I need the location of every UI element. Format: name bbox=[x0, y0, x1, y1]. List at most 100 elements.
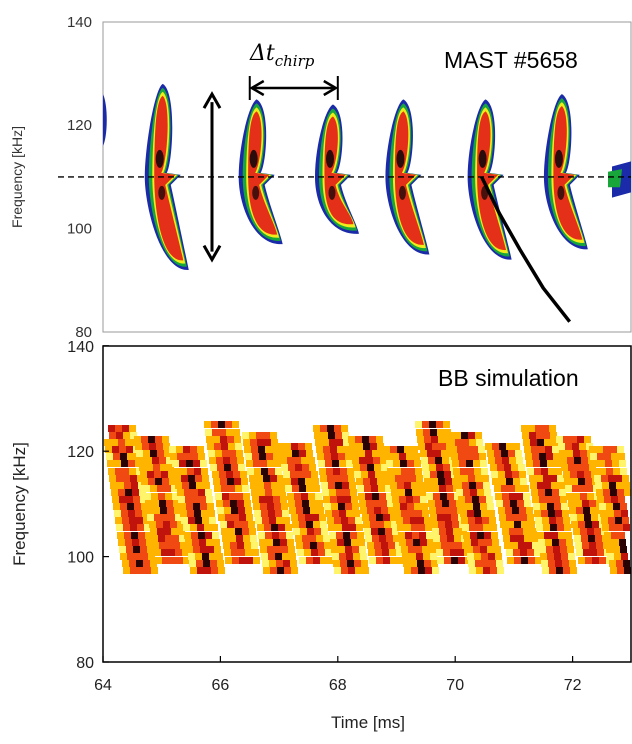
bottom-cell bbox=[271, 524, 278, 531]
bottom-cell bbox=[285, 524, 292, 531]
bottom-cell bbox=[324, 503, 331, 510]
bottom-cell bbox=[538, 489, 545, 496]
bottom-cell bbox=[141, 553, 148, 560]
bottom-cell bbox=[278, 524, 285, 531]
bottom-cell bbox=[551, 482, 558, 489]
bottom-cell bbox=[564, 524, 571, 531]
bottom-cell bbox=[146, 539, 153, 546]
bottom-cell bbox=[547, 553, 554, 560]
bottom-cell bbox=[269, 560, 276, 567]
bottom-cell bbox=[205, 429, 212, 436]
bottom-cell bbox=[609, 482, 616, 489]
bottom-cell bbox=[568, 500, 575, 507]
bottom-cell bbox=[158, 535, 165, 542]
bottom-cell bbox=[430, 429, 437, 436]
bottom-cell bbox=[488, 457, 495, 464]
bottom-cell bbox=[318, 549, 325, 556]
bottom-cell bbox=[280, 539, 287, 546]
bottom-cell bbox=[473, 460, 480, 467]
bottom-cell bbox=[150, 528, 157, 535]
bottom-cell bbox=[356, 524, 363, 531]
bottom-cell bbox=[291, 514, 298, 521]
bottom-cell bbox=[335, 524, 342, 531]
bottom-cell bbox=[532, 542, 539, 549]
bottom-cell bbox=[197, 567, 204, 574]
bottom-cell bbox=[443, 421, 450, 428]
bottom-cell bbox=[432, 485, 439, 492]
bottom-cell bbox=[224, 464, 231, 471]
bottom-cell bbox=[249, 475, 256, 482]
bottom-cell bbox=[301, 493, 308, 500]
bottom-cell bbox=[474, 468, 481, 475]
bottom-cell bbox=[209, 457, 216, 464]
bottom-cell bbox=[519, 507, 526, 514]
bottom-cell bbox=[554, 553, 561, 560]
bottom-cell bbox=[437, 471, 444, 478]
bottom-cell bbox=[397, 482, 404, 489]
bottom-cell bbox=[612, 460, 619, 467]
bottom-cell bbox=[424, 436, 431, 443]
bottom-cell bbox=[412, 489, 419, 496]
bottom-cell bbox=[239, 514, 246, 521]
bottom-cell bbox=[283, 517, 290, 524]
bottom-cell bbox=[217, 464, 224, 471]
top-y-tick-100: 100 bbox=[67, 221, 92, 238]
bottom-cell bbox=[561, 553, 568, 560]
bottom-cell bbox=[614, 553, 621, 560]
bottom-cell bbox=[404, 567, 411, 574]
bottom-cell bbox=[395, 475, 402, 482]
bottom-cell bbox=[191, 453, 198, 460]
bottom-cell bbox=[530, 439, 537, 446]
bottom-cell bbox=[553, 453, 560, 460]
bottom-cell bbox=[524, 446, 531, 453]
bottom-cell bbox=[245, 507, 252, 514]
bottom-cell bbox=[589, 446, 596, 453]
bottom-cell bbox=[355, 436, 362, 443]
bottom-cell bbox=[355, 517, 362, 524]
bottom-cell bbox=[590, 507, 597, 514]
bottom-cell bbox=[184, 532, 191, 539]
bottom-cell bbox=[112, 496, 119, 503]
bottom-cell bbox=[424, 560, 431, 567]
bottom-cell bbox=[351, 539, 358, 546]
bottom-cell bbox=[441, 542, 448, 549]
bottom-cell bbox=[382, 549, 389, 556]
bottom-cell bbox=[363, 478, 370, 485]
bottom-cell bbox=[449, 500, 456, 507]
bottom-cell bbox=[265, 532, 272, 539]
bottom-cell bbox=[341, 475, 348, 482]
bottom-cell bbox=[234, 521, 241, 528]
bottom-cell bbox=[613, 503, 620, 510]
frequency-span-arrow-head-down bbox=[202, 244, 222, 263]
bottom-cell bbox=[592, 557, 599, 564]
bottom-cell bbox=[474, 553, 481, 560]
bottom-cell bbox=[377, 443, 384, 450]
bottom-cell bbox=[611, 496, 618, 503]
bottom-cell bbox=[600, 510, 607, 517]
bottom-cell bbox=[217, 507, 224, 514]
bottom-cell bbox=[329, 532, 336, 539]
bottom-cell bbox=[560, 496, 567, 503]
bottom-cell bbox=[510, 500, 517, 507]
bottom-cell bbox=[120, 503, 127, 510]
bottom-cell bbox=[535, 557, 542, 564]
bottom-cell bbox=[432, 567, 439, 574]
bottom-cell bbox=[587, 493, 594, 500]
bottom-cell bbox=[343, 532, 350, 539]
bottom-cell bbox=[189, 482, 196, 489]
bottom-cell bbox=[594, 475, 601, 482]
bottom-cell bbox=[587, 528, 594, 535]
bottom-cell bbox=[169, 446, 176, 453]
bottom-cell bbox=[138, 532, 145, 539]
bottom-cell bbox=[621, 553, 628, 560]
bottom-cell bbox=[242, 485, 249, 492]
bottom-cell bbox=[111, 489, 118, 496]
bottom-cell bbox=[255, 517, 262, 524]
bottom-cell bbox=[138, 457, 145, 464]
bottom-cell bbox=[117, 482, 124, 489]
bottom-cell bbox=[556, 517, 563, 524]
bottom-cell bbox=[447, 535, 454, 542]
bottom-cell bbox=[439, 443, 446, 450]
bottom-cell bbox=[589, 500, 596, 507]
bottom-cell bbox=[134, 553, 141, 560]
